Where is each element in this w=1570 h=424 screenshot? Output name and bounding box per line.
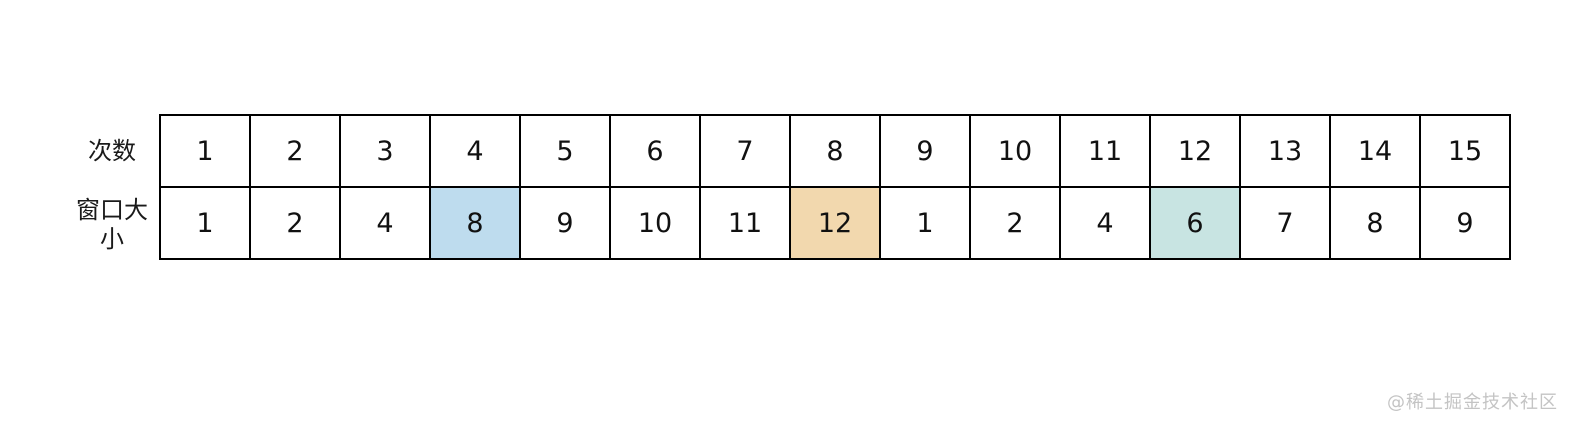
- table-cell: 2: [249, 186, 341, 260]
- table-cell: 4: [339, 186, 431, 260]
- table-cell: 8: [429, 186, 521, 260]
- table-cell: 11: [699, 186, 791, 260]
- table-cell: 8: [1329, 186, 1421, 260]
- row-label-cell-window-size: 窗口大小: [0, 188, 159, 262]
- table-cell: 6: [1149, 186, 1241, 260]
- table-cell: 12: [1149, 114, 1241, 188]
- row-label-count: 次数: [88, 136, 136, 165]
- table-row: 1 2 4 8 9 10 11 12 1 2 4 6 7 8 9: [159, 186, 1511, 260]
- table-cell: 1: [879, 186, 971, 260]
- table-row: 1 2 3 4 5 6 7 8 9 10 11 12 13 14 15: [159, 114, 1511, 188]
- table-cell: 10: [609, 186, 701, 260]
- table-cell: 13: [1239, 114, 1331, 188]
- table-cell: 11: [1059, 114, 1151, 188]
- table-cell: 2: [969, 186, 1061, 260]
- row-label-window-size: 窗口大小: [76, 196, 148, 253]
- table-cell: 9: [519, 186, 611, 260]
- table-cell: 4: [429, 114, 521, 188]
- table-cell: 15: [1419, 114, 1511, 188]
- table-cell: 9: [1419, 186, 1511, 260]
- table-cell: 12: [789, 186, 881, 260]
- table-cell: 8: [789, 114, 881, 188]
- table-cell: 9: [879, 114, 971, 188]
- row-labels: 次数 窗口大小: [0, 114, 159, 262]
- table-cell: 1: [159, 186, 251, 260]
- table-cell: 1: [159, 114, 251, 188]
- row-label-cell-count: 次数: [0, 114, 159, 188]
- table-cell: 6: [609, 114, 701, 188]
- table-cell: 2: [249, 114, 341, 188]
- table-cell: 4: [1059, 186, 1151, 260]
- table-cell: 7: [699, 114, 791, 188]
- data-table-body: 1 2 3 4 5 6 7 8 9 10 11 12 13 14 15 1 2 4 8 9 10 11 12 1 2 4 6 7 8 9: [159, 114, 1511, 260]
- table-cell: 10: [969, 114, 1061, 188]
- table-cell: 7: [1239, 186, 1331, 260]
- data-table: 1 2 3 4 5 6 7 8 9 10 11 12 13 14 15 1 2 4 8 9 10 11 12 1 2 4 6 7 8 9: [159, 114, 1511, 260]
- table-cell: 5: [519, 114, 611, 188]
- table-cell: 14: [1329, 114, 1421, 188]
- watermark: @稀土掘金技术社区: [1387, 392, 1558, 413]
- table-cell: 3: [339, 114, 431, 188]
- congestion-window-diagram: 次数 窗口大小 1 2 3 4 5 6 7 8 9 10 11 12 13 14 15 1 2 4 8 9 10 11 12…: [0, 114, 1511, 262]
